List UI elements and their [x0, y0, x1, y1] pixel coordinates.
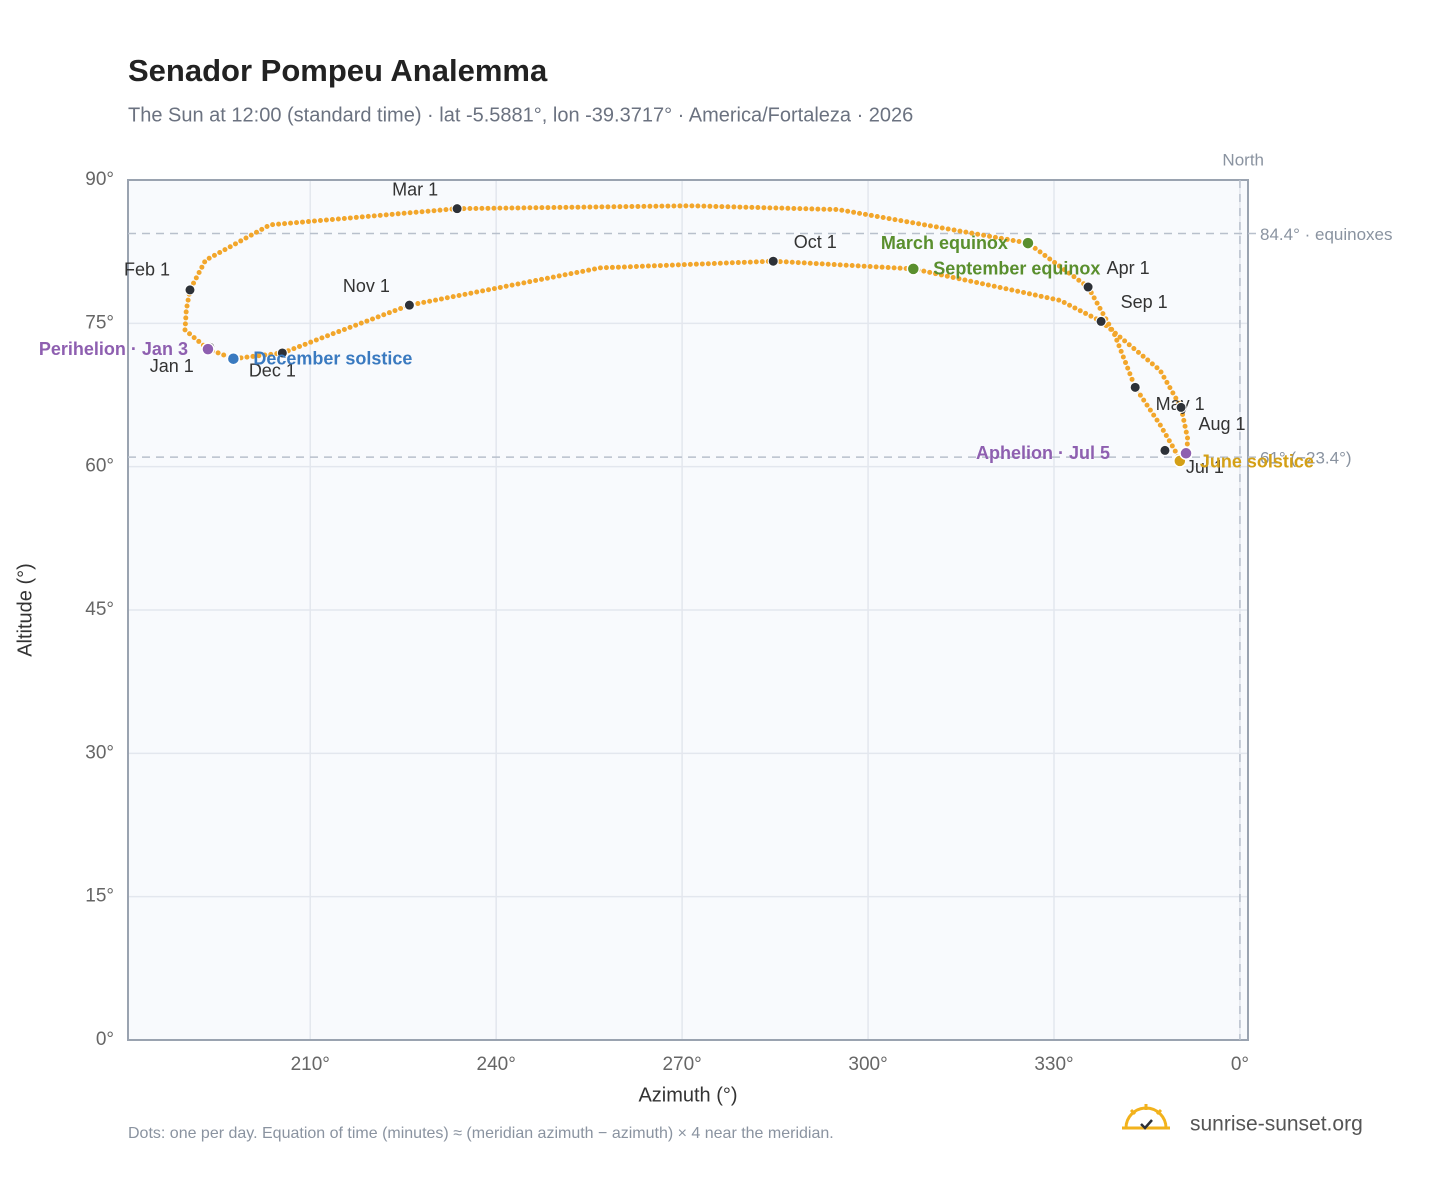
date-label: Jul 1: [1186, 457, 1224, 477]
x-tick-label: 210°: [291, 1054, 330, 1075]
x-tick-label: 240°: [477, 1054, 516, 1075]
event-label: September equinox: [933, 259, 1100, 279]
reference-label: 61° (−23.4°): [1260, 449, 1352, 468]
chart-title: Senador Pompeu Analemma: [128, 53, 548, 88]
date-marker: [1129, 381, 1141, 393]
x-tick-label: 270°: [662, 1054, 701, 1075]
brand-logo: [1122, 1104, 1170, 1130]
y-tick-label: 75°: [85, 312, 114, 333]
date-marker: [276, 347, 288, 359]
x-axis-label: Azimuth (°): [638, 1084, 737, 1106]
date-marker: [451, 203, 463, 215]
date-marker: [1175, 401, 1187, 413]
event-label: Aphelion · Jul 5: [976, 443, 1110, 463]
event-label: December solstice: [253, 348, 412, 368]
date-label: Nov 1: [343, 276, 390, 296]
y-tick-label: 90°: [85, 169, 114, 190]
event-label: Perihelion · Jan 3: [39, 339, 188, 359]
date-label: Feb 1: [124, 260, 170, 280]
event-marker: [906, 262, 921, 276]
date-label: Oct 1: [794, 232, 837, 252]
y-axis-label: Altitude (°): [14, 563, 36, 657]
y-tick-label: 15°: [85, 886, 114, 907]
date-marker: [1095, 315, 1107, 327]
date-label: Jan 1: [150, 356, 194, 376]
date-marker: [1159, 444, 1171, 456]
event-label: March equinox: [881, 233, 1008, 253]
event-marker: [226, 351, 241, 366]
date-marker: [403, 299, 415, 311]
x-tick-label: 300°: [848, 1054, 887, 1075]
north-label: North: [1222, 150, 1264, 169]
x-tick-label: 330°: [1034, 1054, 1073, 1075]
event-marker: [1179, 446, 1193, 461]
event-marker: [1021, 236, 1035, 250]
event-marker: [201, 342, 215, 356]
date-label: Apr 1: [1107, 258, 1150, 278]
y-tick-label: 30°: [85, 742, 114, 763]
plot-frame: [127, 179, 1249, 1041]
y-tick-label: 45°: [85, 599, 114, 620]
date-label: Sep 1: [1121, 292, 1168, 312]
date-label: Aug 1: [1199, 414, 1246, 434]
date-marker: [767, 255, 779, 267]
date-marker: [1082, 281, 1094, 293]
reference-label: 84.4° · equinoxes: [1260, 225, 1393, 244]
brand: sunrise-sunset.org: [1190, 1113, 1363, 1136]
x-tick-label: 0°: [1231, 1054, 1249, 1075]
date-label: Dec 1: [249, 361, 296, 381]
chart-subtitle: The Sun at 12:00 (standard time) · lat -…: [128, 104, 913, 126]
date-label: Mar 1: [392, 179, 438, 199]
event-label: June solstice: [1200, 452, 1314, 472]
y-tick-label: 60°: [85, 456, 114, 477]
date-marker: [184, 284, 196, 296]
y-tick-label: 0°: [96, 1029, 114, 1050]
footnote: Dots: one per day. Equation of time (min…: [128, 1125, 834, 1142]
